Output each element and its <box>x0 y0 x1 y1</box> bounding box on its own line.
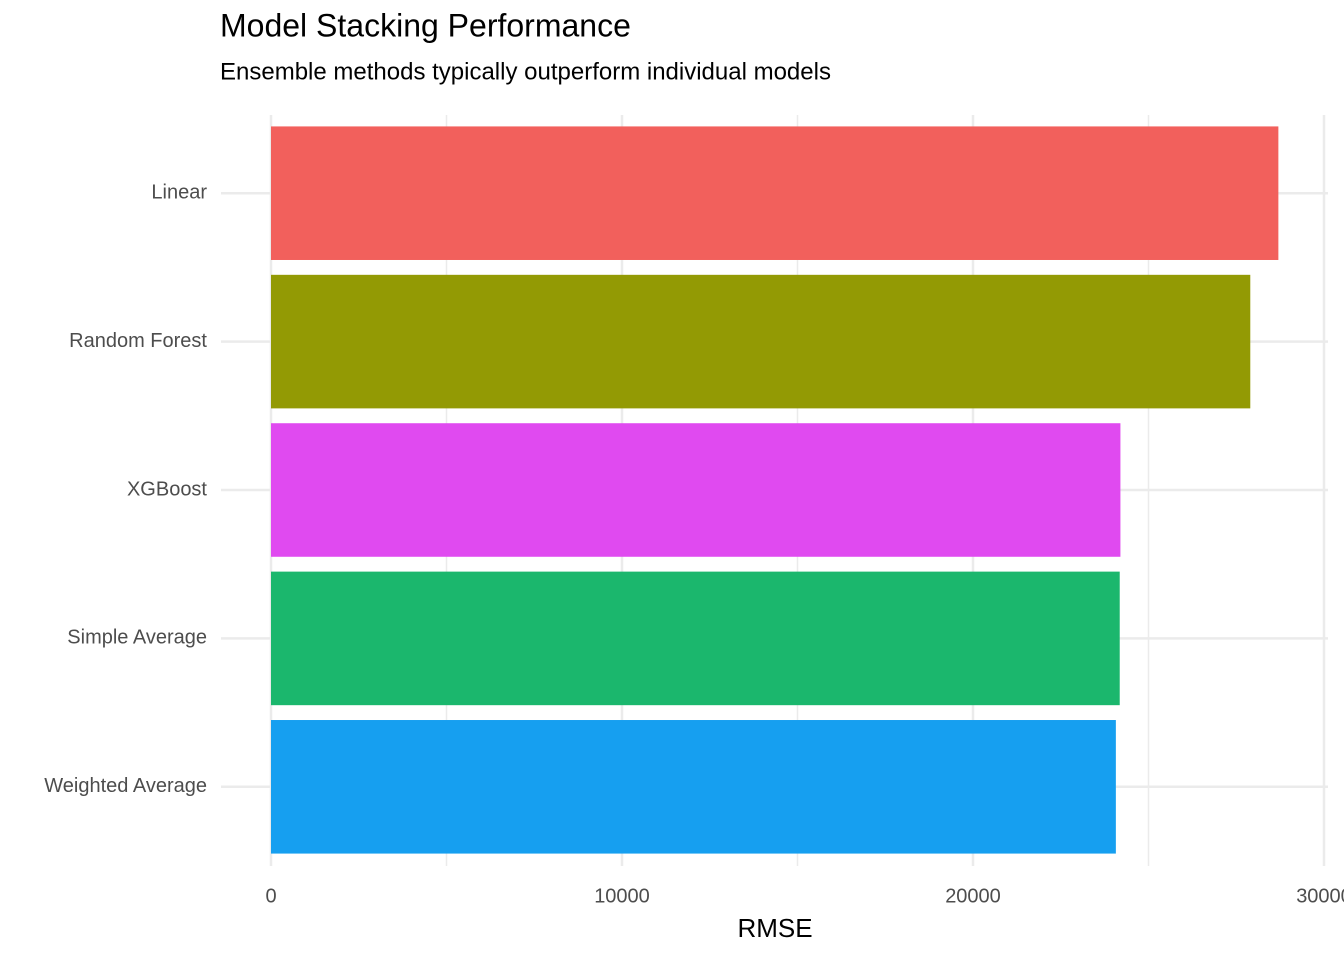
bar <box>271 720 1116 854</box>
bar <box>271 274 1251 409</box>
bar <box>271 571 1120 706</box>
y-tick-label: Linear <box>151 181 207 203</box>
y-tick-label: XGBoost <box>127 478 207 500</box>
x-tick-label: 0 <box>265 885 276 907</box>
y-tick-label: Simple Average <box>67 627 207 649</box>
y-tick-label: Weighted Average <box>44 775 207 797</box>
x-tick-label: 10000 <box>594 885 650 907</box>
x-axis-title: RMSE <box>737 913 812 943</box>
bar <box>271 126 1279 260</box>
chart-subtitle: Ensemble methods typically outperform in… <box>220 58 831 85</box>
x-tick-label: 20000 <box>945 885 1001 907</box>
chart-title: Model Stacking Performance <box>220 7 631 43</box>
x-tick-label: 30000 <box>1296 885 1344 907</box>
bar <box>271 423 1121 557</box>
y-tick-label: Random Forest <box>69 330 207 352</box>
